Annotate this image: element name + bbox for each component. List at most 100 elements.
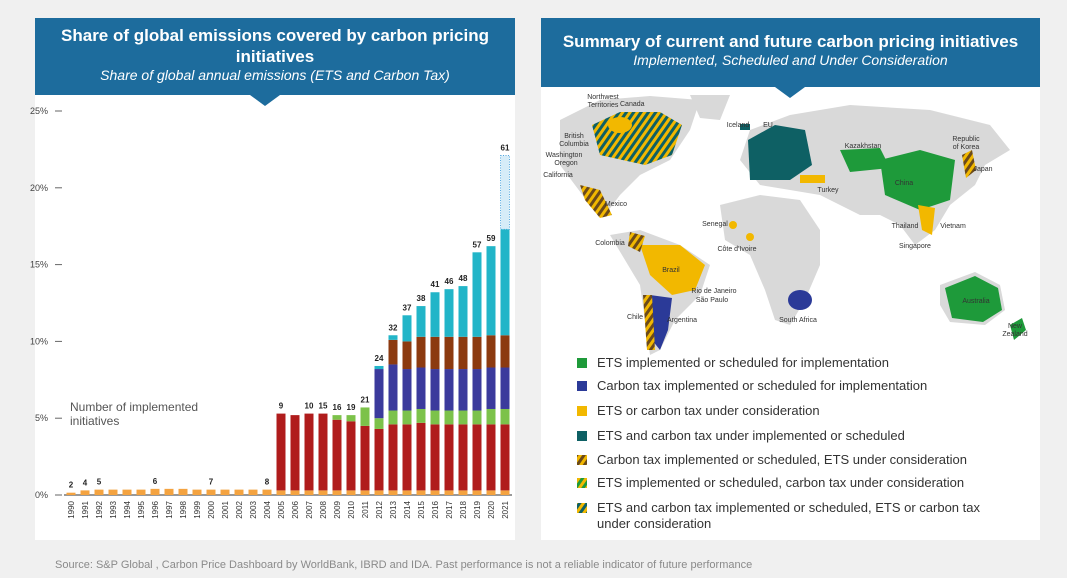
bar-segment [318,490,328,495]
bar-segment [402,424,412,491]
bar-segment [458,410,468,425]
land [740,105,1010,245]
bar-segment [458,369,468,411]
bar-segment [332,415,342,420]
bar-segment [486,424,496,491]
bar-segment [360,490,370,495]
place-label: Oregon [554,160,578,167]
x-tick-label: 1996 [151,500,160,518]
region [788,290,812,310]
count-label: 38 [417,294,426,303]
bar-segment [472,336,482,370]
count-label: 59 [487,234,496,243]
region [580,185,612,218]
count-label: 21 [361,395,370,404]
bar-segment [500,229,510,336]
count-label: 16 [333,403,342,412]
x-tick-label: 2010 [347,500,356,518]
bar-segment [458,424,468,491]
legend-swatch [577,406,587,416]
count-label: 7 [209,478,214,487]
bar-segment [416,422,426,491]
bar-segment [332,490,342,495]
x-tick-label: 2003 [249,500,258,518]
bar-segment [108,489,118,495]
bar-segment [374,418,384,429]
count-label: 48 [459,274,468,283]
bar-segment [164,488,174,495]
x-tick-label: 2008 [319,500,328,518]
place-label: Thailand [891,223,919,230]
place-label: Kazakhstan [844,143,882,150]
place-label: Northwest Territories [587,94,619,109]
legend-label: Carbon tax implemented or scheduled for … [597,378,928,393]
y-tick-label: 5% [35,413,48,423]
header-arrow [775,87,805,98]
bar-segment [346,490,356,495]
bar-segment [388,364,398,411]
world-map [560,95,1026,355]
land [690,95,730,120]
bar-segment [402,490,412,495]
bar-segment [178,488,188,495]
bar-segment [416,336,426,368]
x-tick-label: 2021 [501,500,510,518]
bar-segment [332,419,342,491]
place-label: Côte d'Ivoire [717,246,757,253]
bar-segment [192,489,202,495]
bar-segment [458,336,468,370]
count-label: 61 [501,144,510,153]
bar-segment [472,369,482,411]
legend-swatch [577,455,587,465]
bar-segment [276,413,286,491]
legend-swatch [577,503,587,513]
x-tick-label: 1990 [67,500,76,518]
bar-segment [430,410,440,425]
region [643,295,655,350]
map-subtitle: Implemented, Scheduled and Under Conside… [633,52,948,68]
bar-segment [486,246,496,336]
place-label: New Zealand [1002,323,1028,338]
x-tick-label: 2011 [361,500,370,518]
count-label: 5 [97,478,102,487]
place-label: China [894,180,914,187]
bar-segment [304,413,314,491]
bar-segment [430,369,440,411]
x-tick-label: 1995 [137,500,146,518]
bar-segment [290,490,300,495]
place-label: Chile [627,314,643,321]
bar-segment [318,413,328,491]
bar-segment [486,408,496,425]
bar-segment [416,408,426,423]
header-arrow [250,95,280,106]
place-label: Republic of Korea [952,136,980,151]
bar-segment [360,425,370,491]
x-tick-label: 2006 [291,500,300,518]
region [1010,318,1026,340]
bar-segment [80,490,90,495]
y-tick-label: 0% [35,490,48,500]
place-label: Mexico [604,201,628,208]
legend-label: ETS and carbon tax implemented or schedu… [597,500,980,531]
x-tick-label: 2004 [263,500,272,518]
x-tick-label: 2014 [403,500,412,518]
bar-segment [136,489,146,495]
x-tick-label: 1997 [165,500,174,518]
bar-segment [444,490,454,495]
bar-segment [500,424,510,491]
bar-segment [472,490,482,495]
count-label: 8 [265,478,270,487]
bar-segment [430,424,440,491]
count-label: 15 [319,402,328,411]
legend-label: ETS or carbon tax under consideration [597,403,820,418]
place-label: South Africa [779,317,817,324]
region [746,233,754,241]
bar-segment [402,369,412,411]
x-tick-label: 1993 [109,500,118,518]
bar-segment [500,367,510,409]
legend-label: ETS implemented or scheduled for impleme… [597,355,889,370]
region [628,232,645,252]
place-label: Australia [962,298,990,305]
bar-segment [388,339,398,365]
region [945,276,1002,322]
